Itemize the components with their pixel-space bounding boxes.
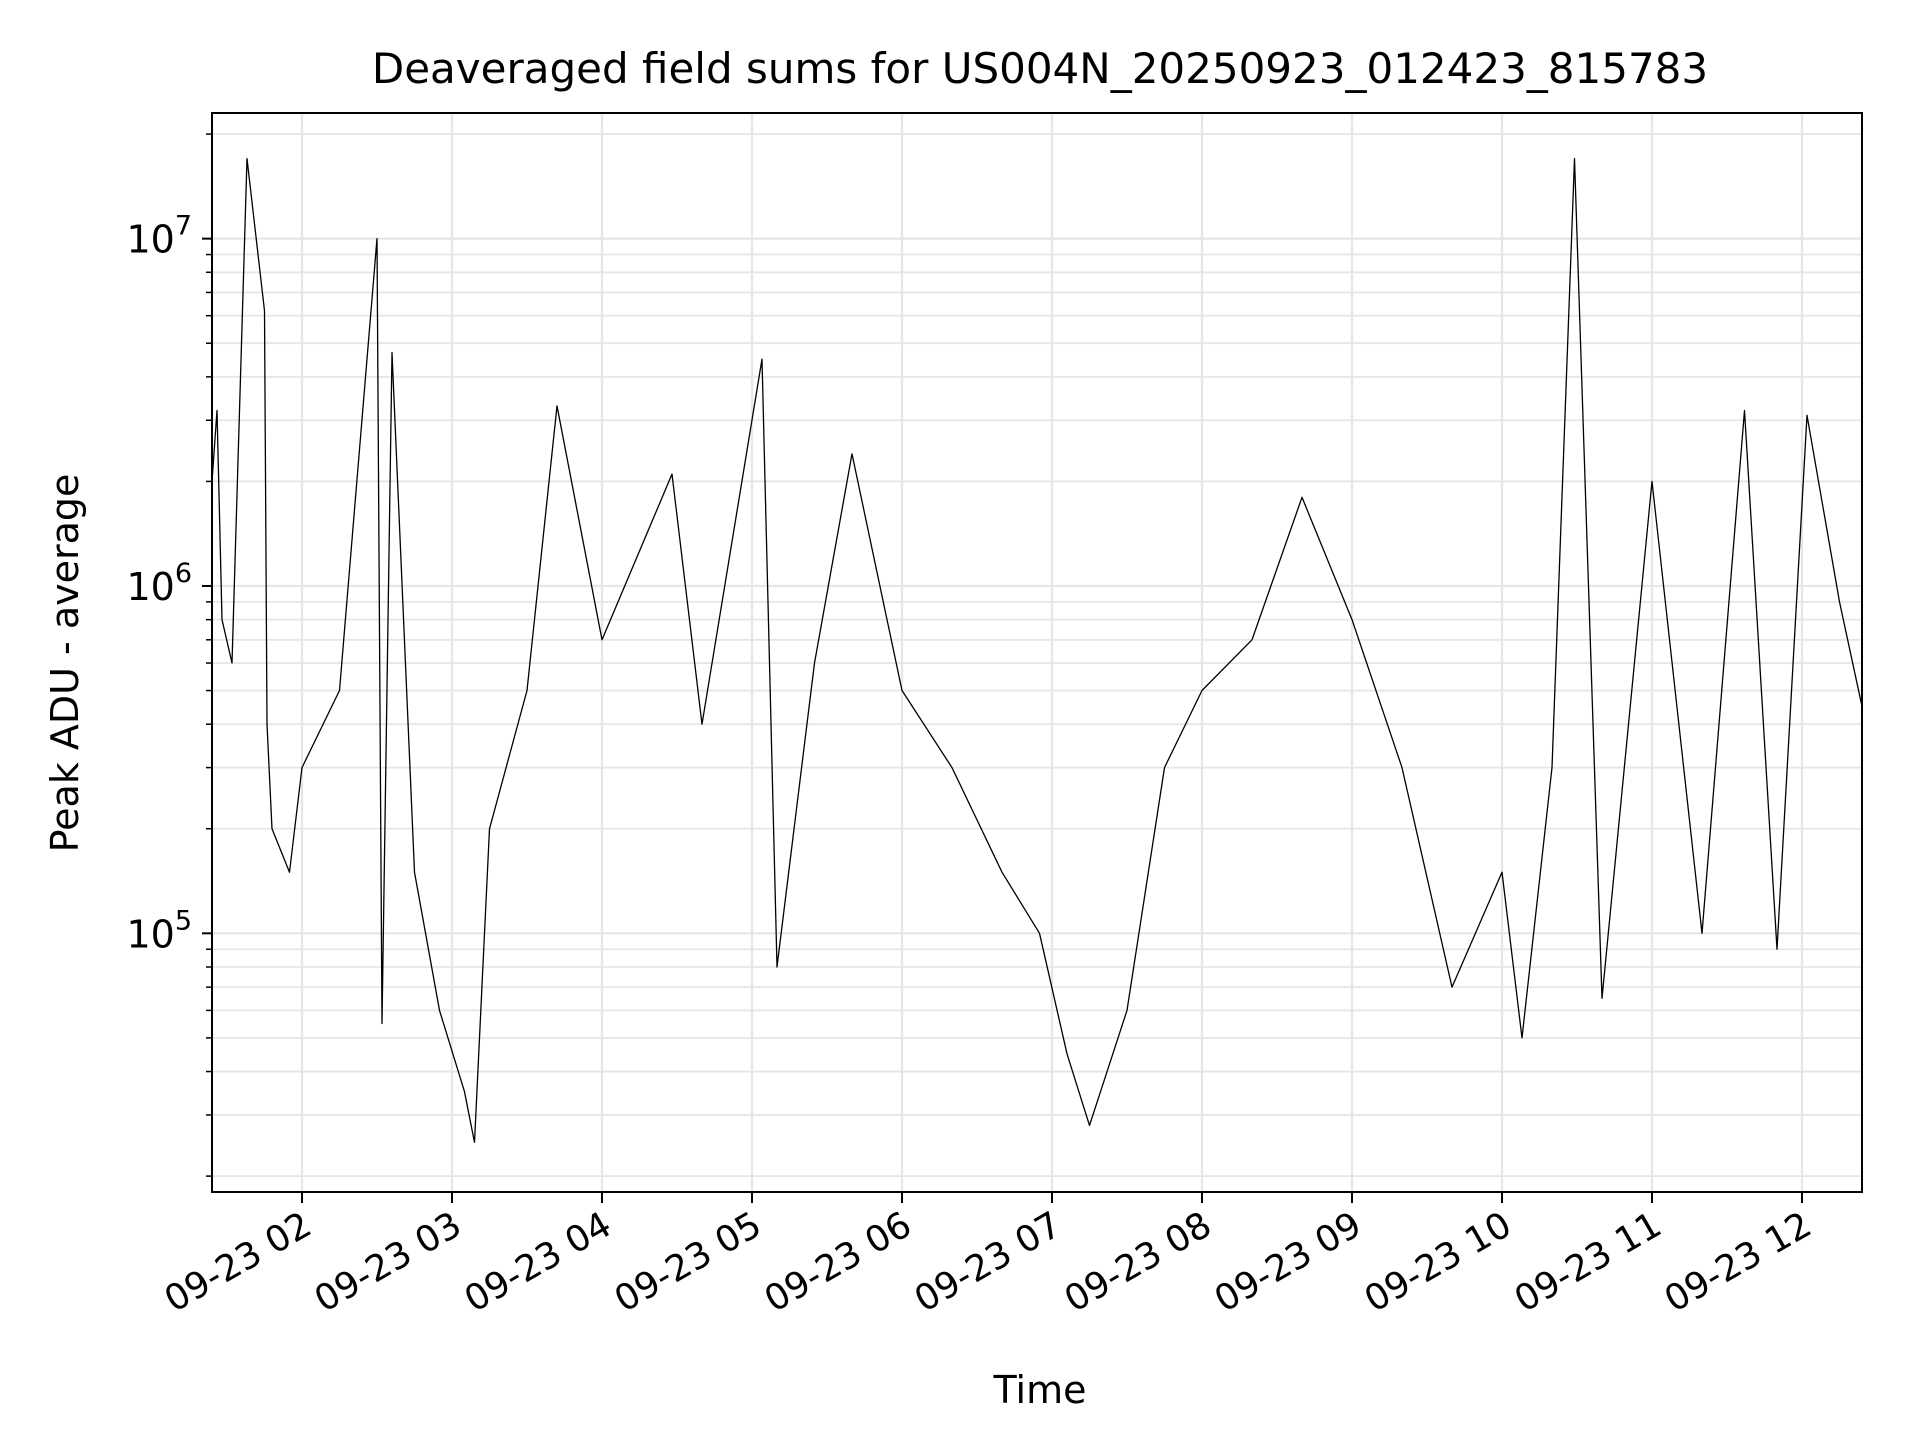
chart-title: Deaveraged field sums for US004N_2025092… [372, 44, 1708, 93]
series-line [211, 157, 1863, 1144]
y-tick-label: 107 [126, 211, 192, 262]
plot-frame [211, 112, 1863, 1193]
y-tick-label: 105 [126, 905, 192, 956]
y-axis-label: Peak ADU - average [43, 474, 87, 853]
x-axis-label: Time [993, 1368, 1087, 1412]
series-layer [211, 157, 1863, 1144]
y-tick-label: 106 [126, 558, 192, 609]
grid [212, 113, 1862, 1192]
